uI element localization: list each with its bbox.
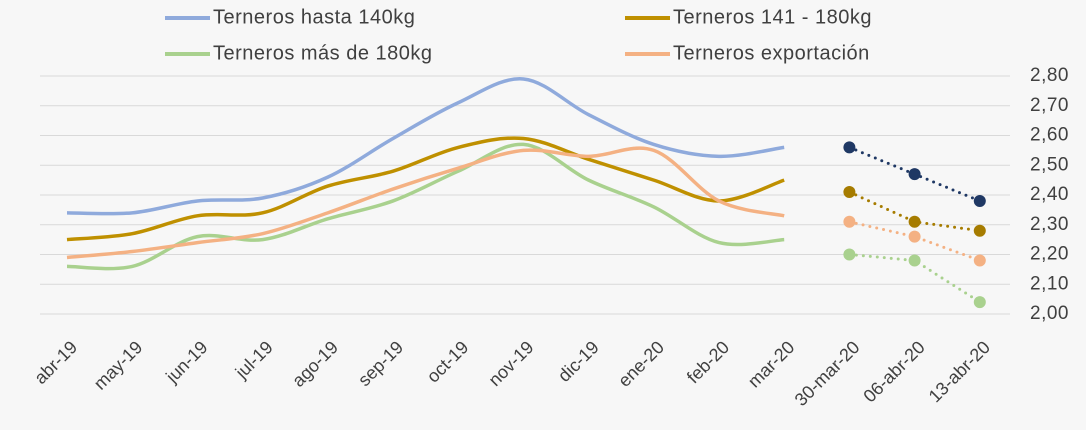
y-tick-label: 2,70 (1030, 95, 1069, 116)
x-tick-label: jul-19 (231, 337, 277, 383)
x-tick-label: jun-19 (161, 337, 211, 387)
marker (973, 296, 986, 309)
series-line (66, 146, 785, 260)
series-line (66, 136, 785, 242)
marker (973, 224, 986, 237)
x-tick-label: sep-19 (354, 337, 407, 390)
legend-label: Terneros 141 - 180kg (673, 6, 872, 28)
x-tick-label: 13-abr-20 (925, 337, 994, 406)
y-tick-label: 2,00 (1030, 303, 1069, 324)
marker (843, 186, 856, 199)
marker (908, 215, 921, 228)
legend-label: Terneros más de 180kg (213, 42, 433, 64)
y-tick-label: 2,80 (1030, 65, 1069, 86)
y-tick-label: 2,60 (1030, 125, 1069, 146)
x-tick-label: ago-19 (288, 337, 342, 391)
x-tick-label: mar-20 (744, 337, 798, 391)
x-tick-label: 06-abr-20 (859, 337, 928, 406)
marker (973, 254, 986, 267)
marker (843, 215, 856, 228)
y-tick-label: 2,10 (1030, 273, 1069, 294)
marker (908, 168, 921, 181)
x-tick-label: feb-20 (683, 337, 733, 387)
x-tick-label: oct-19 (423, 337, 473, 387)
x-tick-label: may-19 (90, 337, 147, 394)
marker (908, 254, 921, 267)
series-line (66, 142, 785, 271)
series-line-dotted (847, 220, 982, 262)
x-tick-label: 30-mar-20 (791, 337, 864, 410)
x-tick-label: dic-19 (554, 337, 603, 386)
marker (908, 230, 921, 243)
y-tick-label: 2,20 (1030, 244, 1069, 265)
marker (843, 141, 856, 154)
x-tick-label: nov-19 (485, 337, 538, 390)
y-tick-label: 2,30 (1030, 214, 1069, 235)
series-line (66, 77, 785, 216)
series-line-dotted (847, 253, 982, 304)
marker (843, 248, 856, 261)
x-tick-label: ene-20 (614, 337, 668, 391)
legend-label: Terneros hasta 140kg (213, 6, 415, 28)
legend-label: Terneros exportación (673, 42, 870, 64)
y-tick-label: 2,40 (1030, 184, 1069, 205)
marker (973, 194, 986, 207)
y-tick-label: 2,50 (1030, 154, 1069, 175)
x-tick-label: abr-19 (30, 337, 81, 388)
